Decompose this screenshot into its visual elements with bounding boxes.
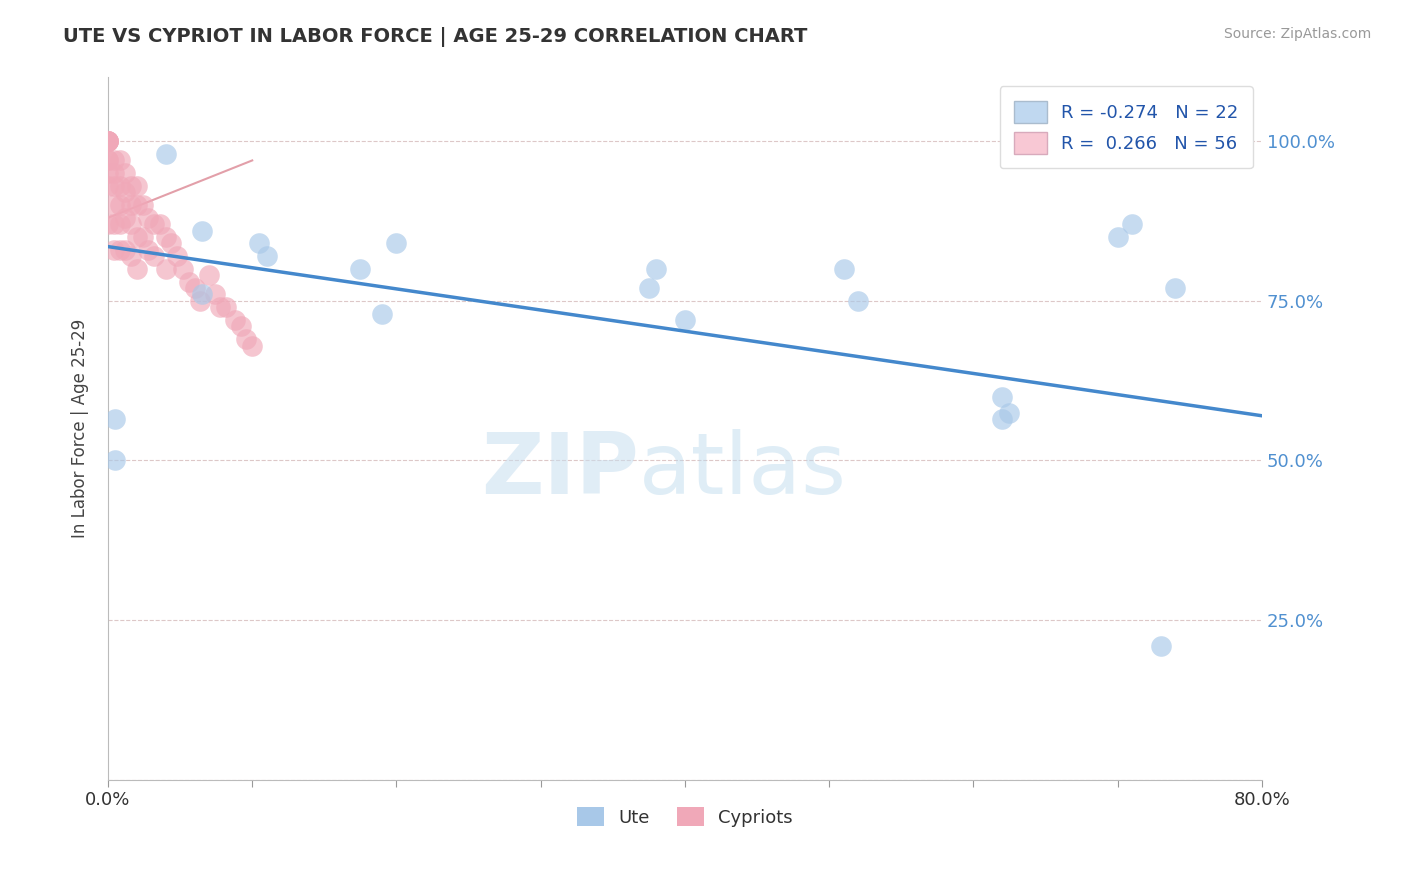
Point: [198, 268, 221, 283]
Point: [120, 178, 142, 193]
Point: [108, 153, 131, 168]
Point: [190, 287, 212, 301]
Point: [385, 236, 408, 251]
Point: [131, 198, 153, 212]
Point: [371, 307, 394, 321]
Point: [1150, 639, 1173, 653]
Point: [138, 211, 160, 225]
Point: [125, 178, 148, 193]
Point: [120, 198, 142, 212]
Point: [991, 390, 1014, 404]
Point: [138, 243, 160, 257]
Text: Source: ZipAtlas.com: Source: ZipAtlas.com: [1223, 27, 1371, 41]
Point: [103, 243, 125, 257]
Y-axis label: In Labor Force | Age 25-29: In Labor Force | Age 25-29: [72, 319, 89, 538]
Point: [1164, 281, 1187, 295]
Point: [125, 230, 148, 244]
Point: [97, 134, 120, 148]
Point: [149, 217, 172, 231]
Point: [97, 153, 120, 168]
Point: [103, 178, 125, 193]
Point: [97, 134, 120, 148]
Point: [108, 243, 131, 257]
Point: [131, 230, 153, 244]
Legend: Ute, Cypriots: Ute, Cypriots: [569, 799, 800, 834]
Point: [177, 275, 200, 289]
Point: [108, 178, 131, 193]
Text: atlas: atlas: [638, 429, 846, 512]
Point: [155, 147, 177, 161]
Point: [846, 293, 869, 308]
Point: [143, 249, 166, 263]
Point: [120, 217, 142, 231]
Point: [240, 338, 263, 352]
Point: [103, 198, 125, 212]
Point: [114, 186, 136, 200]
Point: [1107, 230, 1129, 244]
Point: [638, 281, 661, 295]
Point: [97, 134, 120, 148]
Point: [155, 230, 177, 244]
Point: [224, 313, 246, 327]
Point: [97, 134, 120, 148]
Point: [97, 217, 120, 231]
Point: [673, 313, 696, 327]
Point: [103, 153, 125, 168]
Point: [235, 332, 257, 346]
Point: [125, 262, 148, 277]
Point: [209, 300, 232, 314]
Point: [97, 153, 120, 168]
Point: [108, 198, 131, 212]
Point: [104, 412, 127, 426]
Point: [190, 224, 212, 238]
Point: [125, 198, 148, 212]
Point: [249, 236, 271, 251]
Point: [103, 166, 125, 180]
Point: [143, 217, 166, 231]
Point: [188, 293, 211, 308]
Point: [172, 262, 194, 277]
Point: [114, 243, 136, 257]
Point: [114, 166, 136, 180]
Point: [104, 453, 127, 467]
Point: [114, 211, 136, 225]
Point: [349, 262, 371, 277]
Point: [103, 217, 125, 231]
Point: [97, 134, 120, 148]
Point: [1121, 217, 1143, 231]
Point: [166, 249, 188, 263]
Point: [97, 166, 120, 180]
Point: [832, 262, 855, 277]
Point: [229, 319, 252, 334]
Point: [183, 281, 205, 295]
Point: [204, 287, 226, 301]
Point: [97, 178, 120, 193]
Point: [160, 236, 183, 251]
Point: [645, 262, 668, 277]
Point: [215, 300, 238, 314]
Text: UTE VS CYPRIOT IN LABOR FORCE | AGE 25-29 CORRELATION CHART: UTE VS CYPRIOT IN LABOR FORCE | AGE 25-2…: [63, 27, 807, 46]
Point: [256, 249, 278, 263]
Text: ZIP: ZIP: [481, 429, 638, 512]
Point: [155, 262, 177, 277]
Point: [998, 406, 1021, 420]
Point: [120, 249, 142, 263]
Point: [991, 412, 1014, 426]
Point: [108, 217, 131, 231]
